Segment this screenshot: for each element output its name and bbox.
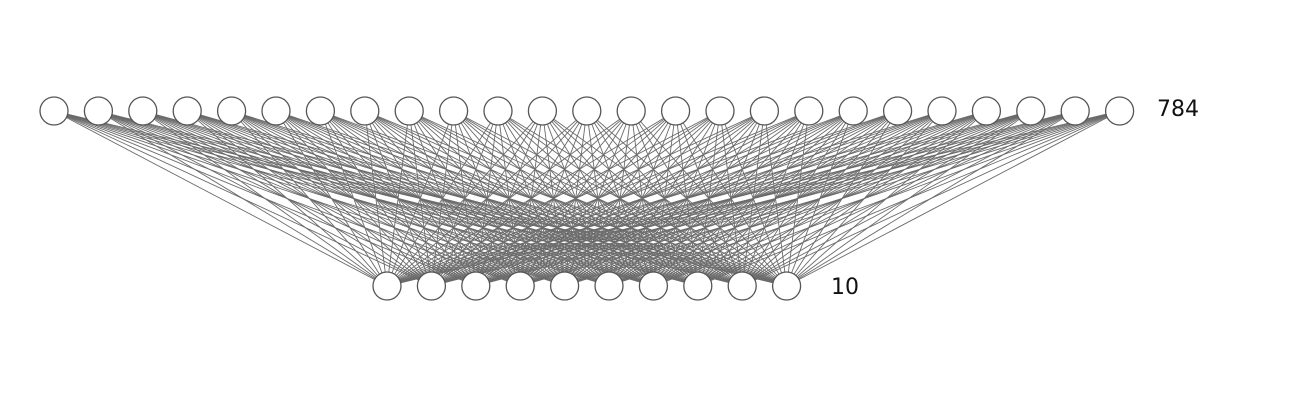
connection-line [386, 110, 1076, 287]
input-neuron-node [882, 96, 913, 126]
input-neuron-node [971, 96, 1002, 126]
connection-line [386, 110, 809, 287]
input-neuron-node [838, 96, 868, 126]
input-neuron-node [128, 96, 158, 126]
connection-line [386, 110, 721, 287]
connection-line [431, 110, 1120, 287]
connection-line [697, 110, 1120, 287]
connection-line [386, 110, 410, 287]
output-neuron-node [461, 271, 491, 301]
input-neuron-node [660, 96, 691, 126]
connection-line [653, 110, 1120, 287]
connection-line [386, 110, 499, 287]
connection-line [386, 110, 632, 287]
input-neuron-node [305, 96, 336, 126]
connection-line [386, 110, 588, 287]
connection-line [386, 110, 987, 287]
connection-line [364, 110, 388, 287]
connection-line [275, 110, 388, 287]
input-neuron-node [39, 96, 69, 126]
neuron-nodes [39, 96, 1135, 301]
input-neuron-node [83, 96, 114, 126]
input-layer-count-label: 784 [1157, 97, 1199, 122]
output-neuron-node [505, 271, 535, 301]
connection-line [475, 110, 1120, 287]
output-neuron-node [683, 271, 713, 301]
connection-line [786, 110, 1120, 287]
input-neuron-node [927, 96, 957, 126]
input-neuron-node [394, 96, 424, 126]
input-neuron-node [350, 96, 380, 126]
input-neuron-node [705, 96, 735, 126]
connection-line [564, 110, 1120, 287]
output-neuron-node [549, 271, 580, 301]
connection-line [520, 110, 1120, 287]
input-neuron-node [1104, 96, 1135, 126]
connection-line [386, 110, 765, 287]
input-neuron-node [794, 96, 824, 126]
connection-line [608, 110, 1120, 287]
input-neuron-node [1060, 96, 1090, 126]
output-layer-count-label: 10 [831, 275, 859, 300]
input-neuron-node [261, 96, 291, 126]
connection-lines [53, 110, 1120, 287]
connection-line [53, 110, 388, 287]
input-neuron-node [749, 96, 780, 126]
connection-line [386, 110, 898, 287]
connection-line [742, 110, 1120, 287]
output-neuron-node [372, 271, 402, 301]
input-neuron-node [216, 96, 247, 126]
connection-line [386, 110, 943, 287]
connection-line [386, 110, 854, 287]
connection-line [231, 110, 388, 287]
connection-line [386, 110, 676, 287]
connection-line [386, 110, 1120, 287]
output-neuron-node [727, 271, 757, 301]
connection-line [386, 110, 455, 287]
output-neuron-node [594, 271, 624, 301]
output-neuron-node [638, 271, 669, 301]
input-neuron-node [527, 96, 558, 126]
output-neuron-node [416, 271, 447, 301]
input-neuron-node [616, 96, 646, 126]
connection-line [98, 110, 388, 287]
input-neuron-node [572, 96, 602, 126]
input-neuron-node [483, 96, 513, 126]
connection-line [386, 110, 1031, 287]
connection-line [319, 110, 388, 287]
connection-line [386, 110, 543, 287]
input-neuron-node [1016, 96, 1046, 126]
input-neuron-node [172, 96, 202, 126]
input-neuron-node [438, 96, 469, 126]
connection-line [186, 110, 388, 287]
output-neuron-node [771, 271, 802, 301]
connection-line [142, 110, 388, 287]
